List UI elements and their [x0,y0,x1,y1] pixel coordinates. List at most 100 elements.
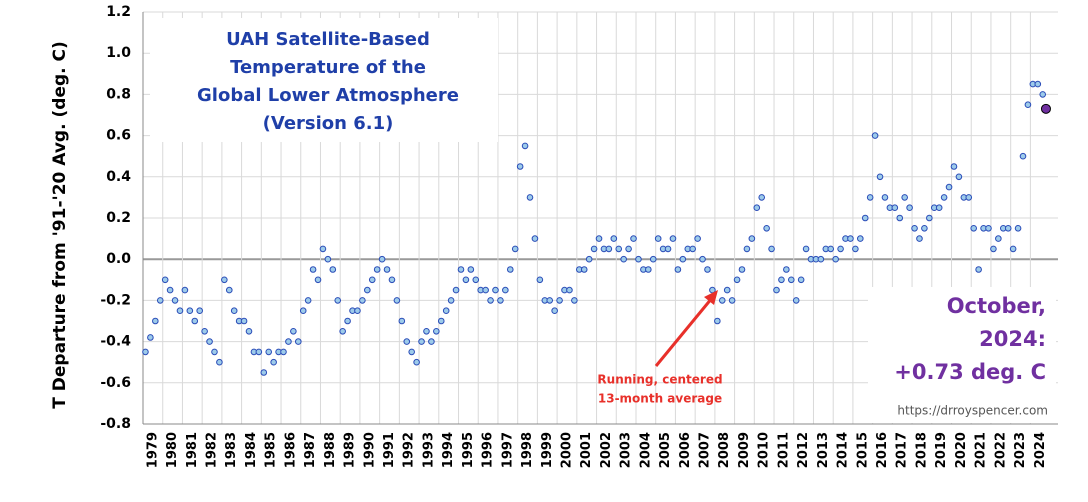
x-tick-label: 2003 [619,432,634,468]
point [309,266,317,273]
latest-line: +0.73 deg. C [894,360,1046,384]
plot-data [142,80,1051,376]
point [403,338,411,345]
x-tick-label: 2006 [678,432,693,468]
point [299,307,307,315]
point [773,286,780,294]
point [285,338,292,345]
y-tick-label: 0.0 [106,251,131,267]
point [743,245,751,253]
point [664,245,672,253]
latest-line: October, [947,294,1046,318]
point [359,297,366,304]
point [955,173,963,181]
point [728,297,736,304]
point [482,286,489,294]
x-tick-label: 2008 [717,432,732,468]
x-tick-label: 1995 [461,432,476,468]
point [452,286,460,294]
y-tick-label: 0.6 [106,128,131,144]
point [605,245,613,253]
point [595,235,603,242]
point [364,286,371,294]
title-box [150,18,498,142]
point [694,235,701,242]
point [935,204,943,211]
point [161,276,169,284]
point [635,255,642,263]
annotation-line: Running, centered [597,373,722,387]
point [408,348,415,356]
point [373,266,381,273]
point [304,297,312,304]
point [965,194,973,201]
point [156,297,164,304]
latest-box [868,287,1056,423]
point [945,183,953,191]
point [649,255,657,263]
point [497,297,504,304]
x-tick-label: 2023 [1013,432,1028,468]
point [699,255,706,263]
point [778,276,785,284]
point [398,317,406,325]
point [467,266,475,273]
point [1039,91,1047,98]
point [502,286,509,294]
point [901,194,908,201]
x-tick-label: 2004 [638,432,653,468]
point [797,276,805,284]
point [827,245,835,253]
point [556,297,563,304]
x-tick-label: 2009 [737,432,752,468]
point [763,225,770,232]
point [753,204,761,211]
point [940,194,948,201]
point [329,266,337,273]
point [891,204,899,211]
point [294,338,302,345]
point [280,348,287,356]
point [866,194,874,201]
x-tick-label: 2024 [1033,432,1048,468]
point [714,317,721,325]
point [571,297,578,304]
x-tick-label: 1991 [382,432,397,468]
point [181,286,189,294]
point [447,297,455,304]
point [206,338,213,345]
y-tick-label: 1.0 [106,45,131,61]
x-tick-label: 2019 [934,432,949,468]
point [314,276,322,284]
point [487,297,494,304]
x-tick-label: 1989 [343,432,358,468]
point [669,235,677,242]
x-tick-label: 1982 [205,432,220,468]
point [881,194,889,201]
point [186,307,194,315]
point [225,286,233,294]
point [1004,225,1012,232]
point [975,266,982,273]
point [1019,152,1027,160]
title-line: Temperature of the [230,57,426,78]
point [245,328,253,335]
y-axis-label: T Departure from '91-'20 Avg. (deg. C) [50,41,70,408]
x-tick-label: 2011 [776,432,791,468]
y-tick-label: -0.4 [100,334,131,350]
point [521,142,529,150]
y-tick-label: 0.4 [106,169,131,185]
point [1034,80,1042,88]
point [590,245,598,253]
point [147,334,154,341]
x-tick-label: 2007 [698,432,713,468]
point [354,307,361,315]
x-tick-label: 1998 [520,432,535,468]
x-tick-label: 1984 [244,432,259,468]
point [492,286,499,294]
point [679,255,687,263]
x-tick-label: 2022 [993,432,1008,468]
point [201,328,208,335]
latest-line: 2024: [979,327,1046,351]
